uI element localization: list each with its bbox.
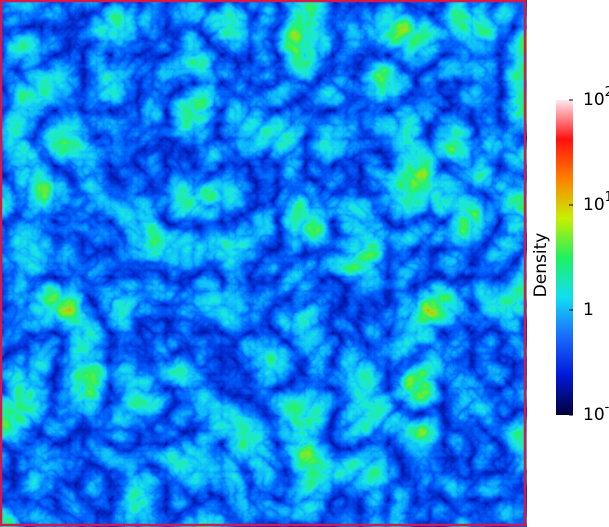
tick-exponent: -1 — [605, 400, 609, 415]
colorbar-tick-label: 102 — [583, 85, 609, 111]
density-map — [0, 0, 527, 527]
tick-base: 10 — [583, 405, 605, 425]
colorbar-tick-label: 10-1 — [583, 400, 609, 426]
colorbar-tick-label: 101 — [583, 190, 609, 216]
colorbar — [556, 100, 573, 415]
colorbar-tick-label: 1 — [583, 300, 594, 320]
tick-base: 10 — [583, 195, 605, 215]
tick-exponent: 1 — [605, 190, 609, 205]
map-border — [0, 0, 527, 527]
tick-exponent: 2 — [605, 85, 609, 100]
colorbar-label: Density — [531, 233, 551, 298]
tick-base: 10 — [583, 90, 605, 110]
